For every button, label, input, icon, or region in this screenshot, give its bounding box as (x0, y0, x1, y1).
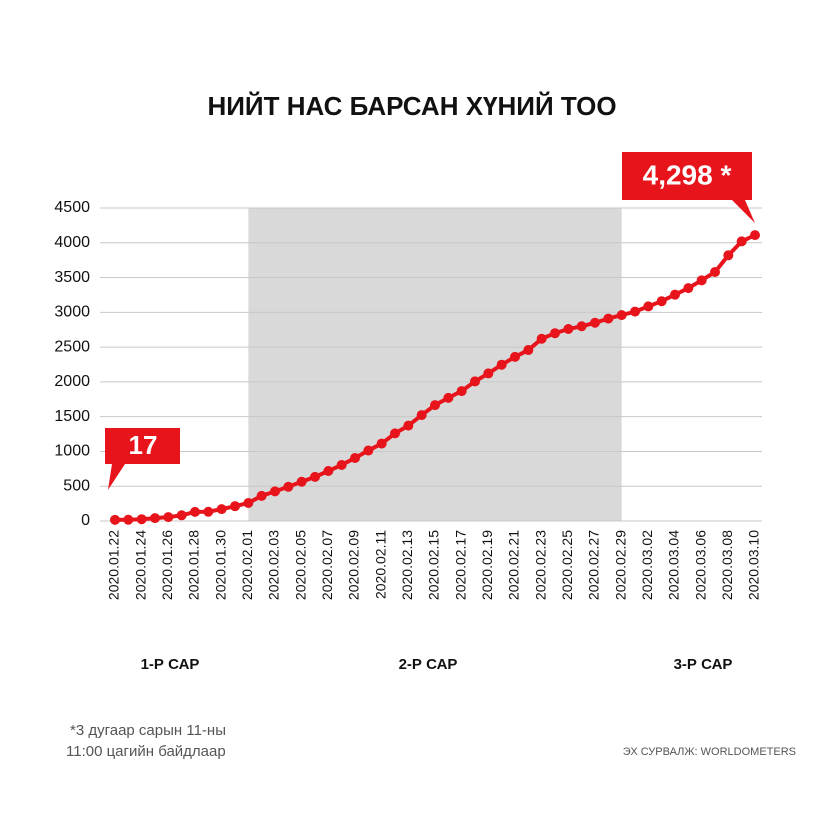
data-point (523, 345, 534, 356)
data-point (323, 465, 334, 476)
x-tick-label: 2020.02.27 (586, 530, 602, 600)
x-tick-label: 2020.02.05 (292, 530, 308, 600)
x-tick-label: 2020.02.01 (239, 530, 255, 600)
x-tick-label: 2020.03.06 (692, 530, 708, 600)
x-tick-label: 2020.03.02 (639, 530, 655, 600)
data-point (616, 310, 627, 321)
x-tick-label: 2020.03.08 (719, 530, 735, 600)
data-point (736, 236, 747, 247)
data-point (123, 514, 134, 525)
data-point (510, 351, 520, 362)
data-point (456, 386, 467, 397)
data-point (256, 490, 267, 501)
y-tick-label: 2000 (54, 373, 90, 390)
y-tick-label: 1500 (54, 408, 90, 425)
data-point (576, 321, 587, 332)
x-tick-label: 2020.01.24 (132, 530, 148, 600)
data-point (696, 275, 707, 286)
data-point (670, 289, 680, 300)
x-tick-label: 2020.02.15 (426, 530, 442, 600)
source: ЭХ СУРВАЛЖ: WORLDOMETERS (623, 746, 796, 758)
y-tick-label: 4500 (54, 199, 90, 216)
data-point (416, 410, 427, 421)
y-tick-label: 1000 (54, 443, 90, 460)
annotation: 17 (129, 430, 158, 460)
y-tick-label: 4000 (54, 234, 90, 251)
callout-box (622, 152, 755, 224)
month-label: 1-Р САР (141, 656, 200, 673)
data-point (443, 392, 454, 403)
x-tick-label: 2020.03.04 (666, 530, 682, 600)
data-point (310, 471, 320, 482)
footnote: 11:00 цагийн байдлаар (66, 743, 226, 760)
x-tick-label: 2020.02.25 (559, 530, 575, 600)
chart-title: НИЙТ НАС БАРСАН ХҮНИЙ ТОО (207, 91, 616, 121)
data-point (550, 328, 560, 339)
data-point (270, 486, 280, 497)
shaded-period (248, 208, 622, 521)
data-point (723, 250, 734, 261)
x-tick-label: 2020.01.30 (212, 530, 228, 600)
x-tick-label: 2020.02.23 (532, 530, 548, 600)
data-point (150, 513, 160, 524)
data-point (643, 301, 654, 312)
data-point (376, 438, 387, 449)
x-tick-label: 2020.02.29 (612, 530, 628, 600)
x-tick-label: 2020.02.11 (372, 530, 388, 599)
data-point (243, 497, 254, 508)
x-tick-label: 2020.02.19 (479, 530, 495, 600)
data-point (683, 283, 694, 294)
data-point (403, 420, 414, 431)
callout-box (105, 428, 180, 490)
data-point (483, 368, 494, 379)
footnote: *3 дугаар сарын 11-ны (70, 722, 226, 739)
data-point (536, 333, 547, 344)
data-point (190, 506, 200, 517)
data-point (710, 266, 720, 277)
data-point (363, 445, 374, 456)
data-point (603, 313, 614, 324)
data-point (470, 376, 480, 387)
data-point (203, 506, 214, 517)
data-point (216, 504, 227, 515)
data-point (750, 230, 760, 241)
y-tick-label: 0 (81, 512, 90, 529)
x-tick-label: 2020.02.13 (399, 530, 415, 600)
data-point (590, 317, 600, 328)
data-point (136, 514, 147, 525)
data-point (163, 512, 174, 523)
data-point (336, 459, 347, 470)
x-tick-label: 2020.02.17 (452, 530, 468, 600)
y-tick-label: 2500 (54, 338, 90, 355)
x-tick-label: 2020.02.03 (266, 530, 282, 600)
x-tick-label: 2020.01.28 (186, 530, 202, 600)
x-tick-label: 2020.01.26 (159, 530, 175, 600)
data-point (430, 400, 440, 411)
y-tick-label: 3000 (54, 304, 90, 321)
data-point (230, 501, 240, 512)
y-tick-label: 3500 (54, 269, 90, 286)
y-tick-label: 500 (63, 477, 90, 494)
data-point (350, 452, 360, 463)
data-point (656, 296, 667, 307)
month-label: 2-Р САР (399, 656, 458, 673)
data-point (496, 359, 507, 370)
data-point (283, 481, 294, 492)
x-tick-label: 2020.03.10 (746, 530, 762, 600)
x-tick-label: 2020.02.21 (506, 530, 522, 600)
x-tick-label: 2020.02.09 (346, 530, 362, 600)
data-point (390, 428, 400, 439)
annotation: 4,298 * (643, 159, 732, 190)
data-point (563, 324, 574, 335)
data-point (296, 476, 307, 487)
data-point (110, 514, 120, 525)
x-tick-label: 2020.01.22 (106, 530, 122, 600)
x-tick-label: 2020.02.07 (319, 530, 335, 600)
month-label: 3-Р САР (674, 656, 733, 673)
data-point (630, 306, 640, 317)
data-point (176, 510, 187, 521)
